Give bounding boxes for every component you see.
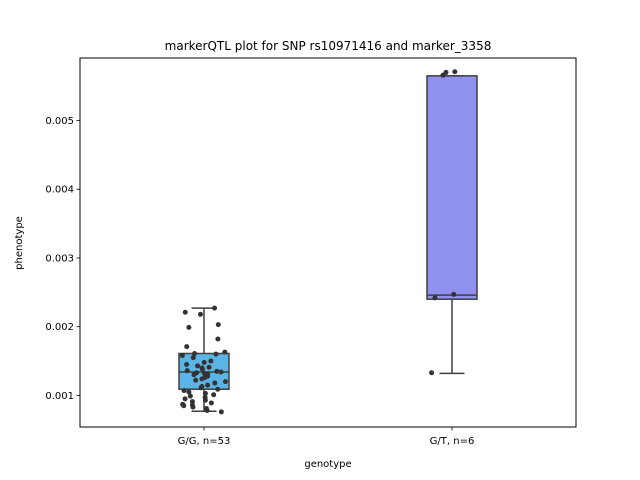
y-tick-label: 0.003 <box>45 253 74 264</box>
data-point <box>199 366 205 372</box>
data-point <box>186 324 192 330</box>
chart-title: markerQTL plot for SNP rs10971416 and ma… <box>165 39 492 53</box>
data-point <box>198 385 204 391</box>
data-point <box>222 379 228 385</box>
data-point <box>204 408 210 414</box>
box-iqr <box>426 75 478 300</box>
data-point <box>214 368 220 374</box>
data-point <box>218 369 224 375</box>
data-point <box>195 363 201 369</box>
data-point <box>181 403 187 409</box>
y-tick-label: 0.004 <box>45 185 74 196</box>
data-point <box>208 358 214 364</box>
y-tick-label: 0.002 <box>45 322 74 333</box>
y-axis-title: phenotype <box>14 216 25 270</box>
data-point <box>190 355 196 361</box>
x-tick-label: G/T, n=6 <box>430 436 475 447</box>
data-point <box>213 351 219 357</box>
data-point <box>215 336 221 342</box>
data-point <box>212 380 218 386</box>
data-point <box>432 295 438 301</box>
data-point <box>193 377 199 383</box>
data-point <box>452 69 458 75</box>
data-point <box>182 309 188 315</box>
data-point <box>205 382 211 388</box>
data-point <box>182 396 188 402</box>
data-point <box>184 368 190 374</box>
data-point <box>202 390 208 396</box>
data-point <box>222 349 228 355</box>
data-point <box>191 372 197 378</box>
data-point <box>184 361 190 367</box>
data-point <box>201 359 207 365</box>
y-tick-label: 0.005 <box>45 116 74 127</box>
plot-frame <box>79 57 577 428</box>
data-point <box>179 353 185 359</box>
data-point <box>190 404 196 410</box>
x-axis-title: genotype <box>304 459 351 470</box>
data-point <box>199 376 205 382</box>
data-point <box>429 370 435 376</box>
data-point <box>202 397 208 403</box>
data-point <box>181 388 187 394</box>
data-point <box>197 311 203 317</box>
data-point <box>186 389 192 395</box>
data-point <box>206 364 212 370</box>
data-point <box>184 344 190 350</box>
data-point <box>187 393 193 399</box>
y-tick-label: 0.001 <box>45 391 74 402</box>
data-point <box>211 392 217 398</box>
data-point <box>451 291 457 297</box>
data-point <box>440 72 446 78</box>
data-point <box>215 322 221 328</box>
data-point <box>218 409 224 415</box>
data-point <box>208 400 214 406</box>
data-point <box>192 350 198 356</box>
x-tick-label: G/G, n=53 <box>178 436 231 447</box>
plot-area: 0.001 0.002 0.003 0.004 0.005 G/G, n=53 G/T, n… <box>45 69 478 447</box>
data-point <box>215 386 221 392</box>
data-point <box>212 305 218 311</box>
